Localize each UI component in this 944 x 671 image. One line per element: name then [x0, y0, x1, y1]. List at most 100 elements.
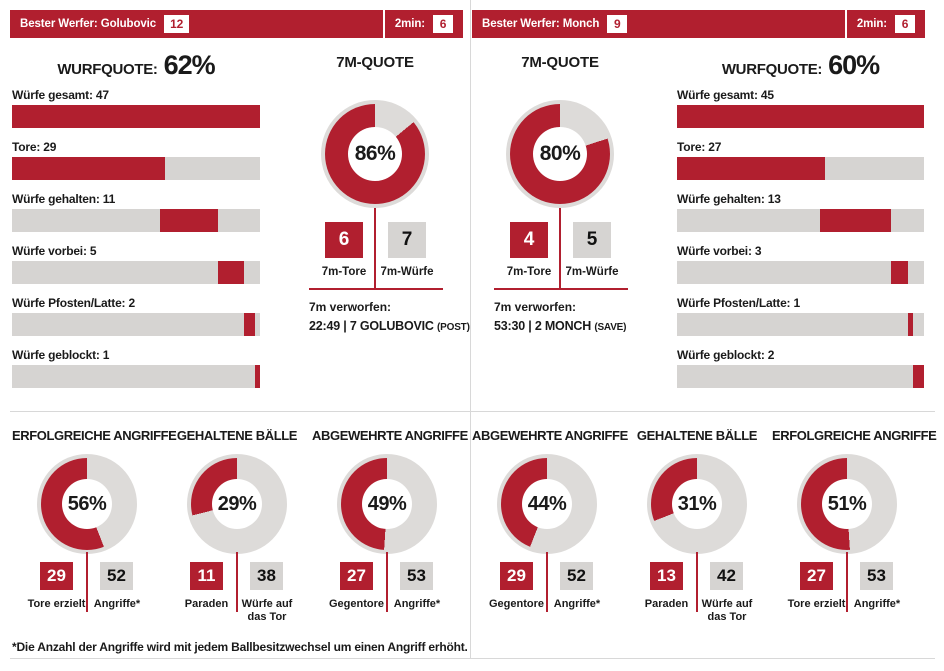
shot-bar-row: Würfe gehalten: 13 [677, 192, 924, 232]
best-scorer-count-badge: 9 [607, 15, 628, 33]
attack-gray-value-label: Angriffe* [393, 598, 441, 610]
shot-bar-track [677, 209, 924, 232]
shot-bar-track [12, 261, 260, 284]
best-scorer-text: Bester Werfer: Monch [482, 18, 600, 30]
wurfquote-title: WURFQUOTE: 60% [677, 50, 924, 82]
sevenm-goals-box: 6 [325, 222, 363, 258]
shot-bar-fill [907, 313, 914, 336]
donut-percent-label: 44% [522, 479, 572, 529]
attack-red-value-box: 29 [500, 562, 533, 590]
shot-bar-fill [12, 157, 166, 180]
attack-red-value-label: Paraden [184, 598, 229, 610]
team-right-panel: Bester Werfer: Monch 9 2min: 6 WURFQUOTE: 60%… [472, 0, 944, 660]
attack-stat-title: ABGEWEHRTE ANGRIFFE [472, 428, 628, 443]
wurfquote-label: WURFQUOTE: [57, 61, 158, 78]
shot-bar-row: Tore: 27 [677, 140, 924, 180]
two-min-count-badge: 6 [895, 15, 915, 33]
seven-meter-section: 7M-QUOTE 86% 6 7 7m-Tore 7m-Würfe 7m verworfen… [295, 50, 470, 350]
attack-red-value-label: Tore erzielt [27, 598, 86, 610]
donut-percent-label: 86% [348, 127, 402, 181]
two-min-label: 2min: [394, 18, 425, 30]
attack-gray-value-label: Angriffe* [93, 598, 141, 610]
attack-stat-column: GEHALTENE BÄLLE 29% 11 38 Paraden Würfe auf d… [162, 420, 312, 642]
attack-red-value-label: Tore erzielt [787, 598, 846, 610]
attack-gray-value-box: 53 [400, 562, 433, 590]
shot-bar-track [677, 313, 924, 336]
attack-red-value-box: 11 [190, 562, 223, 590]
connector-line [236, 552, 238, 612]
attack-stats-row: ERFOLGREICHE ANGRIFFE 56% 29 52 Tore erzielt… [12, 420, 468, 642]
sevenm-missed-note: (SAVE) [594, 322, 627, 333]
shot-bar-label: Würfe vorbei: 5 [12, 244, 97, 258]
shot-bar-fill [217, 261, 245, 284]
bottom-divider-line [10, 658, 935, 659]
shot-bar-track [12, 313, 260, 336]
shot-bar-fill [913, 365, 924, 388]
shot-bar-track [12, 157, 260, 180]
connector-line [374, 208, 376, 288]
shot-bar-fill [891, 261, 908, 284]
attack-gray-value-box: 53 [860, 562, 893, 590]
center-divider-line [470, 0, 471, 659]
attack-gray-value-label: Angriffe* [553, 598, 601, 610]
sevenm-goals-box: 4 [510, 222, 548, 258]
shot-bar-label: Würfe Pfosten/Latte: 1 [677, 296, 800, 310]
team-header-bar: Bester Werfer: Monch 9 2min: 6 [472, 10, 925, 38]
shot-bar-row: Würfe vorbei: 5 [12, 244, 260, 284]
shot-bar-row: Tore: 29 [12, 140, 260, 180]
sevenm-missed-heading: 7m verworfen: [309, 300, 392, 314]
connector-line [386, 552, 388, 612]
attack-stat-title: ABGEWEHRTE ANGRIFFE [312, 428, 468, 443]
attack-red-value-label: Gegentore [328, 598, 384, 610]
attack-red-value-box: 27 [340, 562, 373, 590]
shot-stats-column: WURFQUOTE: 60% Würfe gesamt: 45 Tore: 27 Wür… [677, 50, 924, 400]
attack-red-value-label: Paraden [644, 598, 689, 610]
sevenm-attempts-box: 5 [573, 222, 611, 258]
shot-bar-row: Würfe gesamt: 45 [677, 88, 924, 128]
attack-gray-value-box: 52 [560, 562, 593, 590]
attack-red-value-box: 27 [800, 562, 833, 590]
attacks-footnote: *Die Anzahl der Angriffe wird mit jedem … [12, 640, 468, 654]
sevenm-missed-detail: 22:49 | 7 GOLUBOVIC (POST) [309, 319, 470, 333]
shot-bar-row: Würfe gehalten: 11 [12, 192, 260, 232]
donut-percent-label: 31% [672, 479, 722, 529]
donut-percent-label: 51% [822, 479, 872, 529]
sevenm-divider-line [494, 288, 628, 290]
best-scorer-text: Bester Werfer: Golubovic [20, 18, 157, 30]
shot-bar-row: Würfe gesamt: 47 [12, 88, 260, 128]
shot-bar-row: Würfe geblockt: 1 [12, 348, 260, 388]
wurfquote-title: WURFQUOTE: 62% [12, 50, 260, 82]
shot-bar-label: Tore: 27 [677, 140, 722, 154]
wurfquote-percent: 62% [163, 50, 216, 80]
shot-bar-label: Würfe geblockt: 1 [12, 348, 110, 362]
attack-gray-value-box: 38 [250, 562, 283, 590]
shot-bar-track [12, 365, 260, 388]
attack-stat-column: GEHALTENE BÄLLE 31% 13 42 Paraden Würfe auf d… [622, 420, 772, 642]
donut-chart: 86% [321, 100, 429, 208]
shot-bar-row: Würfe Pfosten/Latte: 1 [677, 296, 924, 336]
two-min-group: 2min: 6 [382, 10, 453, 38]
shot-bar-label: Würfe Pfosten/Latte: 2 [12, 296, 135, 310]
donut-chart: 56% [37, 454, 137, 554]
attack-gray-value-label: Angriffe* [853, 598, 901, 610]
attack-gray-value-box: 42 [710, 562, 743, 590]
attack-stat-column: ERFOLGREICHE ANGRIFFE 56% 29 52 Tore erzielt… [12, 420, 177, 642]
attack-gray-value-box: 52 [100, 562, 133, 590]
shot-bar-track [12, 209, 260, 232]
sevenm-divider-line [309, 288, 443, 290]
shot-bar-row: Würfe vorbei: 3 [677, 244, 924, 284]
donut-chart: 51% [797, 454, 897, 554]
attack-red-value-box: 29 [40, 562, 73, 590]
sevenm-goals-label: 7m-Tore [321, 266, 367, 278]
attack-stat-title: ERFOLGREICHE ANGRIFFE [12, 428, 177, 443]
shot-bar-track [677, 261, 924, 284]
shot-bar-fill [819, 209, 892, 232]
shot-bar-fill [677, 157, 826, 180]
donut-chart: 49% [337, 454, 437, 554]
shot-bar-track [677, 157, 924, 180]
two-min-group: 2min: 6 [844, 10, 915, 38]
shot-bar-label: Würfe gehalten: 13 [677, 192, 781, 206]
seven-meter-section: 7M-QUOTE 80% 4 5 7m-Tore 7m-Würfe 7m verworfen… [480, 50, 640, 350]
shot-bar-fill [244, 313, 255, 336]
shot-bar-track [12, 105, 260, 128]
